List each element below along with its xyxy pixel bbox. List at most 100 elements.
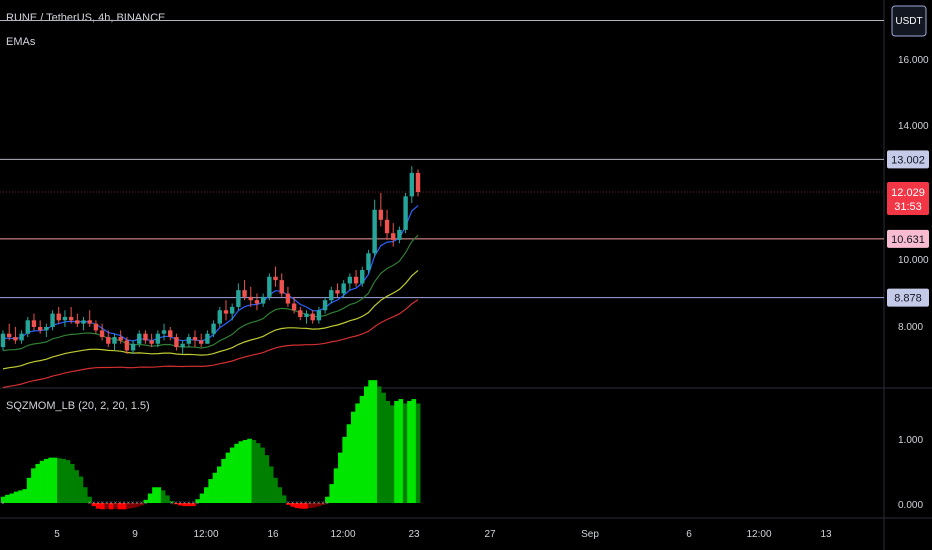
oscillator-bar [61, 458, 66, 503]
oscillator-bar [74, 470, 79, 503]
oscillator-bar [277, 487, 283, 503]
candle-body [93, 323, 99, 331]
oscillator-bar [307, 503, 313, 509]
oscillator-bar [372, 380, 378, 503]
oscillator-bar [303, 503, 309, 509]
squeeze-dot: × [109, 501, 113, 507]
symbol-title[interactable]: RUNE / TetherUS, 4h, BINANCE [6, 12, 165, 24]
oscillator-bar [48, 457, 54, 503]
candle-body [242, 290, 247, 297]
oscillator-bar [381, 392, 386, 503]
oscillator-bar [65, 460, 71, 503]
oscillator-bar [342, 436, 347, 503]
oscillator-bar [251, 440, 257, 503]
candle-body [304, 313, 309, 317]
oscillator-bar [104, 503, 110, 509]
oscillator-bar [165, 495, 170, 503]
oscillator-bar [78, 476, 84, 503]
oscillator-bar [286, 503, 291, 505]
price-level-tag [887, 150, 929, 169]
candle-body [81, 320, 86, 324]
ema-line [2, 234, 419, 352]
oscillator-bar [242, 440, 248, 503]
candle-body [353, 276, 359, 284]
squeeze-dot: × [114, 501, 118, 507]
candle-body [137, 333, 142, 344]
oscillator-bar [18, 490, 23, 503]
oscillator-bar [108, 503, 114, 510]
time-tick: 27 [484, 529, 496, 540]
countdown-label: 31:53 [894, 201, 922, 213]
oscillator-bar [255, 443, 261, 503]
oscillator-bar [415, 403, 421, 503]
candle-body [229, 306, 235, 314]
oscillator-bar [338, 452, 343, 503]
currency-button[interactable]: USDT [891, 5, 927, 37]
squeeze-dot: × [88, 501, 92, 507]
oscillator-bar [39, 460, 45, 503]
candle-body [279, 280, 284, 294]
candle-body [50, 313, 55, 327]
time-tick: 12:00 [746, 529, 771, 540]
time-tick: 16 [267, 529, 279, 540]
oscillator-bar [95, 503, 101, 509]
oscillator-bar [247, 438, 252, 503]
oscillator-bar [312, 503, 317, 508]
oscillator-bar [130, 503, 136, 509]
squeeze-dot: × [144, 501, 148, 507]
candle-body [199, 340, 204, 344]
squeeze-dot: × [191, 501, 195, 507]
candle-body [62, 316, 68, 321]
squeeze-dot: × [131, 501, 135, 507]
candle-body [31, 320, 37, 327]
oscillator-bar [13, 491, 19, 503]
oscillator-bar [134, 503, 140, 507]
oscillator-bar [346, 424, 352, 503]
oscillator-label[interactable]: SQZMOM_LB (20, 2, 20, 1.5) [6, 400, 150, 412]
candle-body [366, 253, 371, 271]
oscillator-bar [290, 503, 296, 507]
oscillator-bar [281, 495, 287, 503]
squeeze-dot: × [140, 501, 144, 507]
oscillator-bar [91, 503, 97, 507]
candle-body [341, 283, 346, 294]
price-labels-layer: 13.002 10.631 8.878 12.029 31:53 [887, 150, 929, 307]
oscillator-bar [294, 503, 300, 509]
oscillator-bar [273, 477, 278, 503]
candle-body [37, 327, 43, 331]
squeeze-dot: × [92, 501, 96, 507]
oscillator-bar [143, 499, 149, 503]
price-level-tag-label: 10.631 [891, 234, 925, 246]
oscillator-bar [208, 479, 213, 503]
oscillator-bar [139, 503, 144, 506]
oscillator-bar [389, 405, 395, 503]
candle-body [0, 333, 6, 348]
oscillator-bar [238, 441, 244, 503]
oscillator-bar [299, 503, 304, 509]
ema-indicator-label[interactable]: EMAs [6, 36, 36, 48]
oscillator-bar [178, 503, 183, 506]
oscillator-bar [363, 386, 369, 503]
squeeze-dot: × [295, 501, 299, 507]
oscillator-bar [268, 466, 274, 503]
candle-body [403, 196, 408, 230]
candle-body [56, 313, 61, 321]
candle-body [112, 337, 117, 344]
candle-body [316, 310, 322, 321]
squeeze-dot: × [178, 501, 182, 507]
oscillator-bar [126, 503, 131, 509]
candle-body [397, 229, 402, 240]
oscillator-bar [385, 400, 391, 503]
time-tick: 12:00 [330, 529, 355, 540]
candle-body [285, 293, 291, 304]
oscillator-bar [113, 503, 118, 509]
candle-body [68, 316, 74, 321]
candle-body [322, 300, 328, 311]
time-tick: 6 [686, 529, 692, 540]
candle-body [267, 276, 272, 297]
price-tick: 16.000 [898, 55, 929, 66]
oscillator-bar [26, 477, 32, 503]
price-tick: 8.000 [898, 322, 923, 333]
oscillator-bar [22, 489, 28, 503]
squeeze-dot: × [101, 501, 105, 507]
